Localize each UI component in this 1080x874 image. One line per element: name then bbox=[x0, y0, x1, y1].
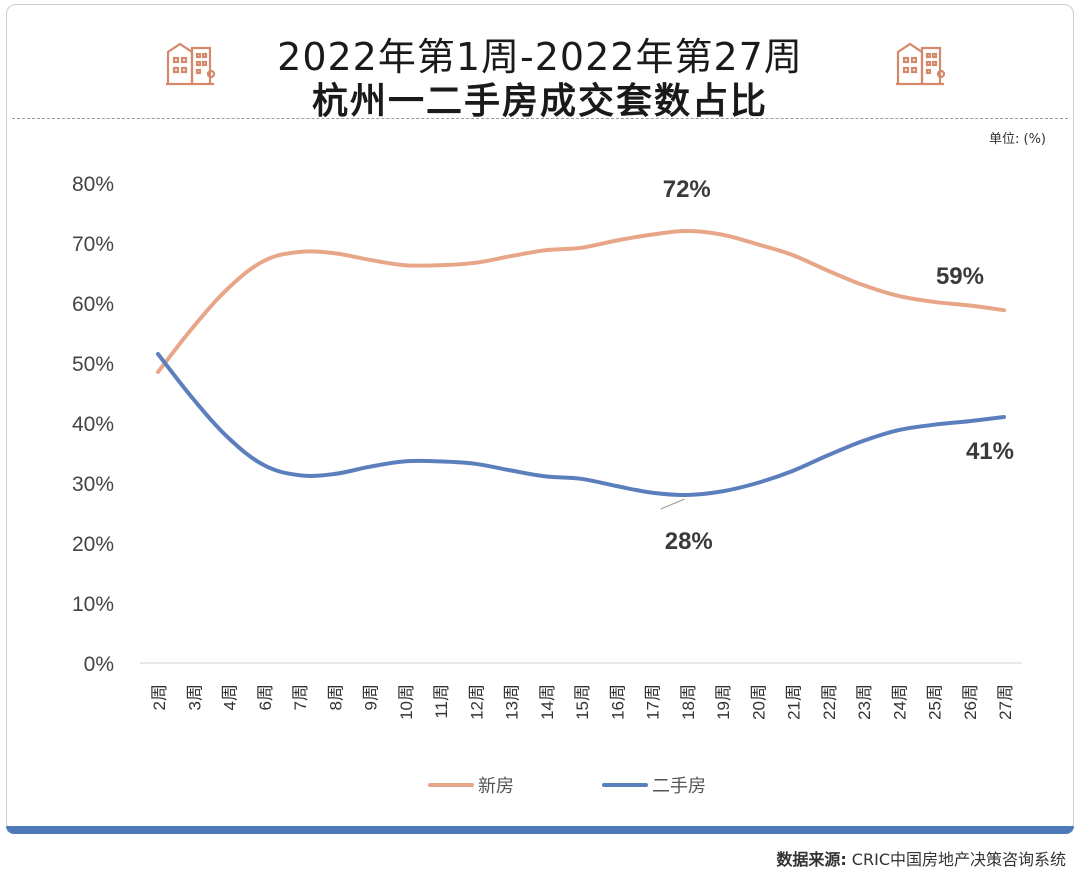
building-icon bbox=[896, 42, 946, 86]
x-tick-label: 8周 bbox=[326, 684, 345, 710]
x-tick-label: 2周 bbox=[150, 684, 169, 710]
data-source: 数据来源: CRIC中国房地产决策咨询系统 bbox=[776, 846, 1066, 870]
x-tick-label: 20周 bbox=[749, 684, 768, 720]
x-tick-label: 22周 bbox=[820, 684, 839, 720]
data-label: 59% bbox=[936, 263, 984, 290]
x-tick-label: 25周 bbox=[926, 684, 945, 720]
title-divider bbox=[12, 118, 1068, 119]
y-tick-label: 70% bbox=[72, 233, 114, 256]
label-leader-line bbox=[660, 498, 685, 510]
data-label: 72% bbox=[663, 176, 711, 203]
x-tick-label: 15周 bbox=[573, 684, 592, 720]
legend-label: 新房 bbox=[478, 776, 514, 796]
y-tick-label: 60% bbox=[72, 293, 114, 316]
x-tick-label: 17周 bbox=[644, 684, 663, 720]
data-source-label: 数据来源: bbox=[776, 850, 847, 869]
x-tick-label: 6周 bbox=[256, 684, 275, 710]
y-tick-label: 20% bbox=[72, 533, 114, 556]
legend-label: 二手房 bbox=[652, 776, 706, 796]
card-accent-bar bbox=[6, 826, 1074, 834]
x-tick-label: 12周 bbox=[467, 684, 486, 720]
unit-label: 单位: (%) bbox=[988, 132, 1046, 147]
x-tick-label: 18周 bbox=[679, 684, 698, 720]
x-tick-label: 7周 bbox=[291, 684, 310, 710]
chart-title: 杭州一二手房成交套数占比 bbox=[311, 81, 768, 122]
x-tick-label: 16周 bbox=[608, 684, 627, 720]
x-tick-label: 4周 bbox=[221, 684, 240, 710]
building-icon bbox=[166, 42, 216, 86]
data-label: 28% bbox=[665, 528, 713, 555]
x-tick-label: 21周 bbox=[785, 684, 804, 720]
x-tick-label: 27周 bbox=[996, 684, 1015, 720]
series-line-second-hand bbox=[156, 352, 1006, 498]
y-tick-label: 10% bbox=[72, 593, 114, 616]
chart-title-period: 2022年第1周-2022年第27周 bbox=[277, 35, 803, 79]
x-tick-label: 13周 bbox=[503, 684, 522, 720]
x-tick-label: 19周 bbox=[714, 684, 733, 720]
x-tick-label: 24周 bbox=[890, 684, 909, 720]
data-label: 41% bbox=[966, 438, 1014, 465]
x-tick-label: 11周 bbox=[432, 684, 451, 719]
x-tick-label: 23周 bbox=[855, 684, 874, 720]
x-tick-label: 10周 bbox=[397, 684, 416, 720]
y-tick-label: 50% bbox=[72, 353, 114, 376]
series-line-new-house bbox=[156, 229, 1006, 374]
data-source-text: CRIC中国房地产决策咨询系统 bbox=[846, 850, 1066, 869]
x-tick-label: 3周 bbox=[185, 684, 204, 710]
x-tick-label: 9周 bbox=[362, 684, 381, 710]
y-tick-label: 40% bbox=[72, 413, 114, 436]
x-tick-label: 14周 bbox=[538, 684, 557, 720]
y-tick-label: 0% bbox=[84, 653, 114, 676]
chart-card bbox=[6, 4, 1074, 832]
x-tick-label: 26周 bbox=[961, 684, 980, 720]
y-tick-label: 30% bbox=[72, 473, 114, 496]
y-tick-label: 80% bbox=[72, 173, 114, 196]
